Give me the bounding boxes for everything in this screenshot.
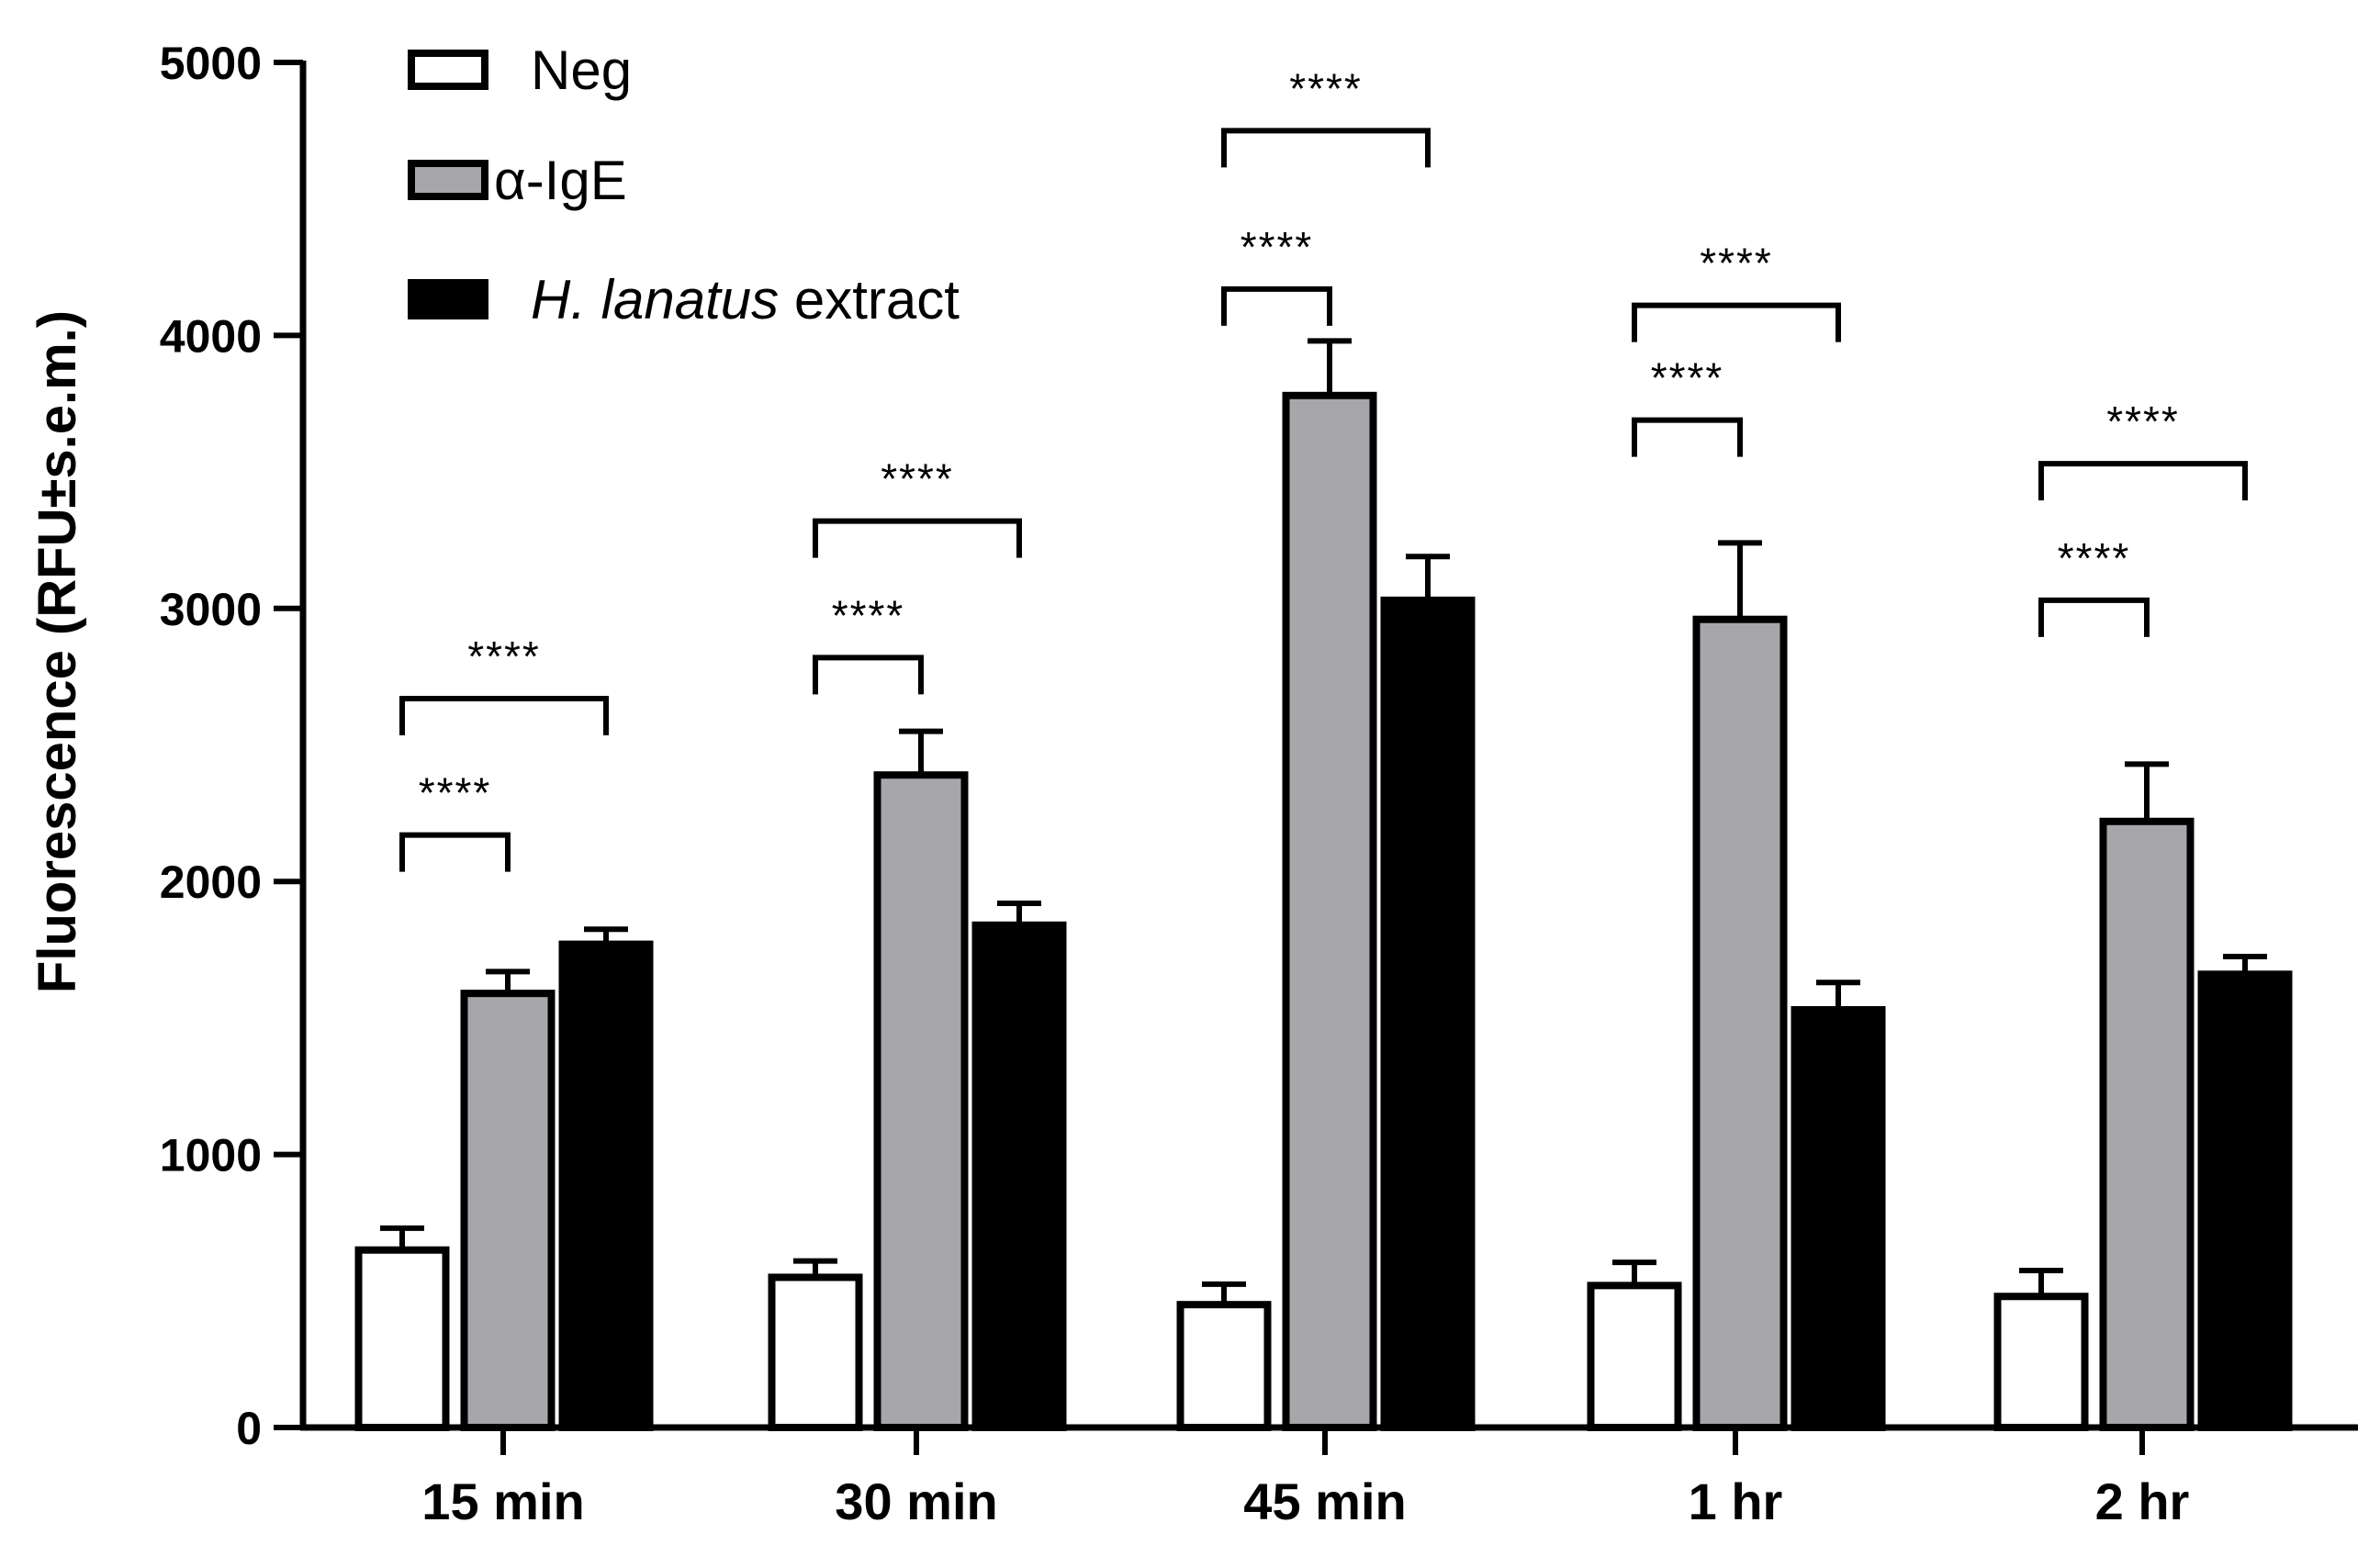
significance-label: ****	[419, 769, 492, 817]
y-tick-label: 2000	[160, 856, 262, 908]
significance-label: ****	[1651, 354, 1724, 402]
significance-label: ****	[1700, 240, 1773, 287]
significance-label: ****	[881, 455, 954, 503]
significance-bracket	[399, 832, 511, 872]
significance-bracket	[2038, 461, 2248, 501]
legend-label: H. lanatus extract	[531, 269, 960, 330]
significance-bracket	[813, 655, 924, 695]
bar	[768, 1273, 863, 1432]
significance-label: ****	[832, 591, 905, 639]
bar	[971, 921, 1067, 1431]
significance-label: ****	[467, 633, 541, 680]
y-tick-label: 1000	[160, 1130, 262, 1181]
x-tick-label: 30 min	[835, 1472, 997, 1530]
y-tick-label: 5000	[160, 38, 262, 89]
bar	[2099, 817, 2195, 1431]
legend-swatch	[408, 50, 488, 90]
legend-label: α-IgE	[494, 150, 627, 211]
legend-label-rest: extract	[779, 269, 960, 330]
y-tick-label: 4000	[160, 310, 262, 362]
bar	[460, 990, 556, 1432]
legend-swatch	[408, 160, 488, 200]
x-tick-label: 1 hr	[1689, 1472, 1783, 1530]
y-tick-label: 3000	[160, 584, 262, 635]
x-tick-label: 45 min	[1243, 1472, 1406, 1530]
legend-swatch	[408, 279, 488, 319]
legend: Neg α-IgE H. lanatus extract	[408, 39, 960, 330]
legend-label-italic: H. lanatus	[531, 269, 779, 330]
bar	[558, 940, 654, 1432]
bar	[1176, 1301, 1272, 1432]
bar	[2197, 970, 2293, 1432]
y-axis-title: Fluorescence (RFU±s.e.m.)	[28, 310, 87, 993]
legend-label: Neg	[531, 39, 632, 101]
significance-bracket	[2038, 597, 2150, 637]
bars-layer	[354, 338, 2293, 1432]
significance-label: ****	[2058, 534, 2131, 582]
significance-bracket	[1221, 128, 1431, 168]
x-tick-label: 2 hr	[2095, 1472, 2190, 1530]
significance-bracket	[399, 695, 609, 735]
significance-layer: **** **** **** **** **** **** **** **** **** ****	[399, 64, 2248, 872]
bar	[1380, 596, 1476, 1431]
significance-label: ****	[2106, 397, 2180, 445]
significance-bracket	[813, 518, 1022, 558]
significance-bracket	[1632, 302, 1841, 342]
significance-label: ****	[1241, 223, 1314, 271]
bar	[1993, 1293, 2089, 1432]
bar	[1587, 1282, 1682, 1432]
significance-label: ****	[1289, 64, 1363, 112]
bar	[1692, 615, 1788, 1431]
bar	[1791, 1005, 1886, 1432]
bar	[1282, 391, 1377, 1431]
bar	[354, 1246, 450, 1431]
x-tick-label: 15 min	[421, 1472, 584, 1530]
bar	[873, 771, 969, 1431]
y-tick-label: 0	[236, 1403, 262, 1454]
significance-bracket	[1221, 285, 1332, 326]
significance-bracket	[1632, 417, 1743, 457]
